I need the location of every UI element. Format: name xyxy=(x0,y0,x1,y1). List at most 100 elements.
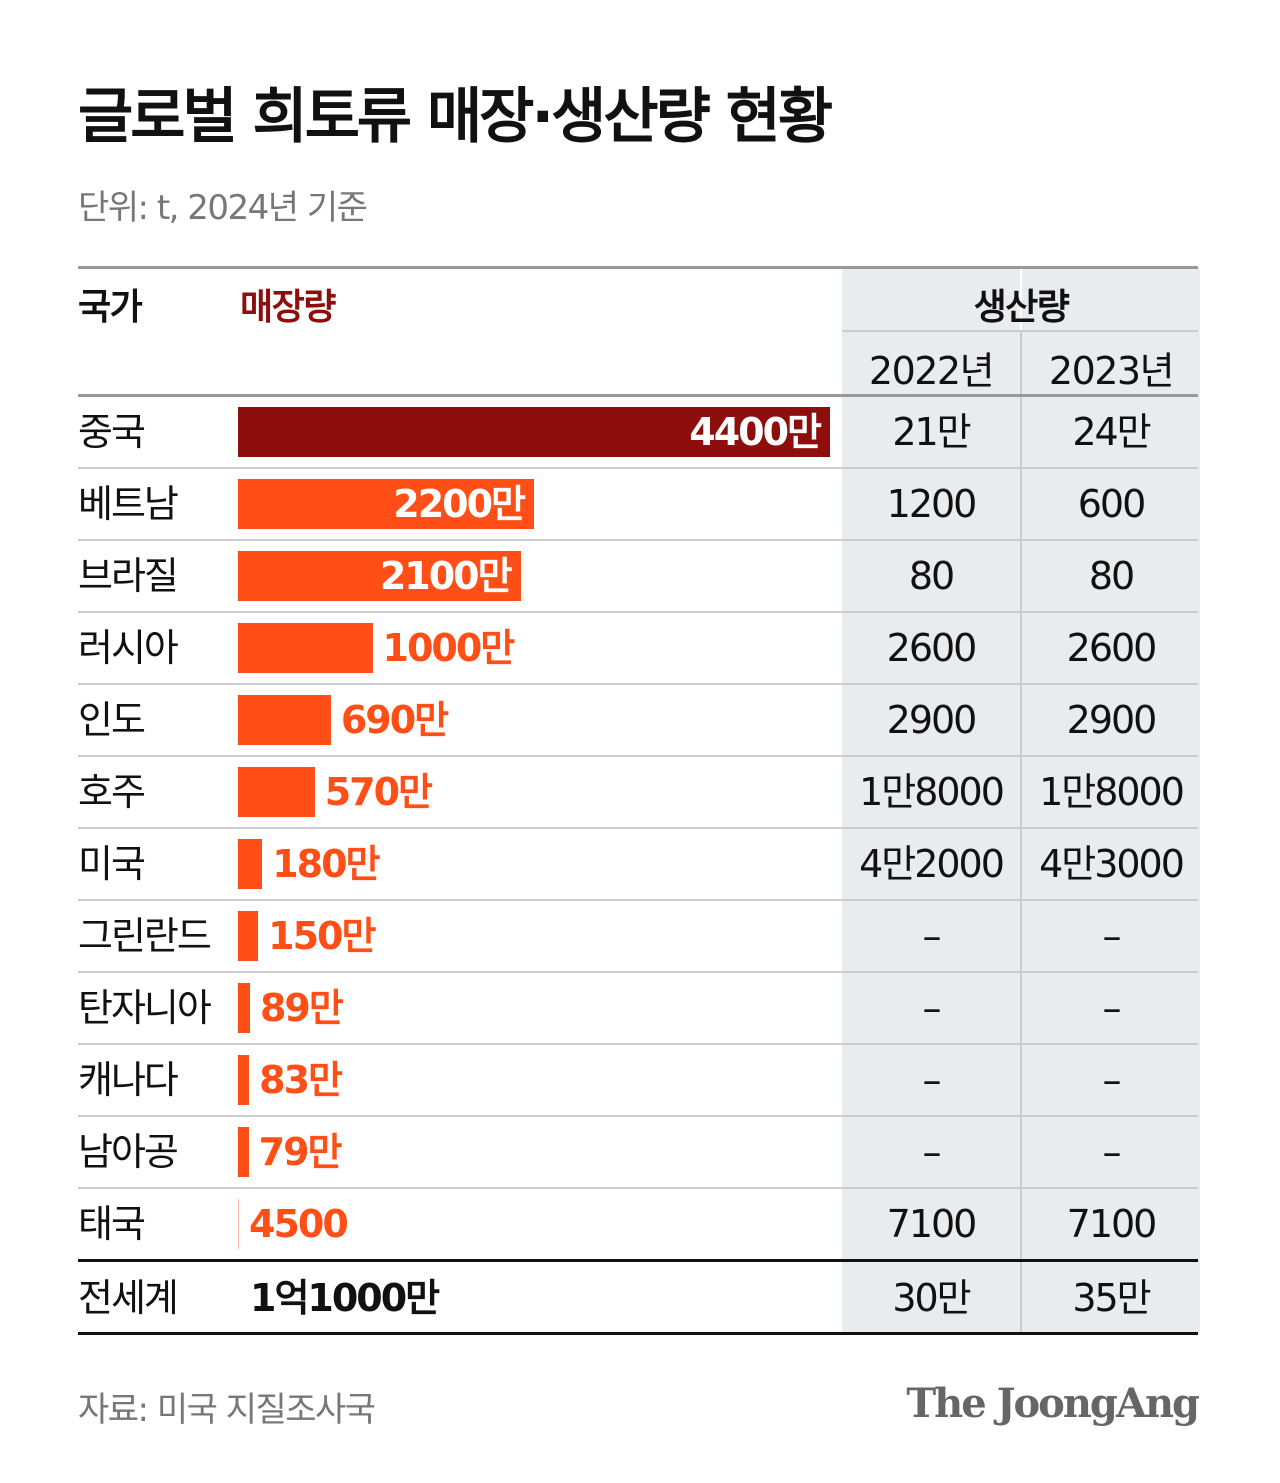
row-divider xyxy=(78,539,1198,541)
production-2023-value: – xyxy=(1102,986,1122,1030)
reserves-bar xyxy=(238,551,521,601)
production-2023-background xyxy=(1022,268,1200,1334)
country-label: 인도 xyxy=(78,698,146,742)
production-2023-value: 80 xyxy=(1088,554,1135,598)
row-divider xyxy=(78,1115,1198,1117)
reserves-bar xyxy=(238,767,315,817)
reserves-bar xyxy=(238,1055,250,1105)
total-top-rule xyxy=(78,1259,1198,1262)
reserves-bar xyxy=(238,479,534,529)
production-2023-value: 600 xyxy=(1077,482,1147,526)
production-2023-value: 1만8000 xyxy=(1039,770,1185,814)
row-divider xyxy=(78,1043,1198,1045)
production-2023-value: 4만3000 xyxy=(1039,842,1185,886)
row-divider xyxy=(78,1187,1198,1189)
production-2022-value: 2600 xyxy=(886,626,978,670)
production-2023-value: 24만 xyxy=(1072,410,1151,454)
reserves-value-label: 4400만 xyxy=(689,410,822,454)
production-2022-value: 4만2000 xyxy=(859,842,1005,886)
reserves-value-label: 79만 xyxy=(258,1130,343,1174)
reserves-bar xyxy=(238,1199,239,1249)
production-2022-value: 80 xyxy=(908,554,955,598)
reserves-bar xyxy=(238,623,373,673)
row-divider xyxy=(78,683,1198,685)
table-row: 베트남 2200만 1200 600 xyxy=(78,468,1198,540)
total-row: 전세계 1억1000만 30만 35만 xyxy=(78,1262,1198,1334)
production-2023-value: 2600 xyxy=(1066,626,1158,670)
total-production-2023: 35만 xyxy=(1072,1276,1151,1320)
reserves-value-label: 180만 xyxy=(272,842,380,886)
total-reserves-value: 1억1000만 xyxy=(250,1276,440,1320)
header-year-2022: 2022년 xyxy=(868,349,995,393)
row-divider xyxy=(78,827,1198,829)
reserves-value-label: 690만 xyxy=(340,698,449,742)
production-2022-value: – xyxy=(922,1058,942,1102)
country-label: 남아공 xyxy=(78,1130,179,1174)
row-divider xyxy=(78,971,1198,973)
reserves-value-label: 89만 xyxy=(259,986,344,1030)
header-year-2023: 2023년 xyxy=(1048,349,1175,393)
country-label: 호주 xyxy=(78,770,146,814)
source-note: 자료: 미국 지질조사국 xyxy=(78,1390,376,1430)
page-title: 글로벌 희토류 매장·생산량 현황 xyxy=(78,82,833,152)
table-row: 태국 4500 7100 7100 xyxy=(78,1188,1198,1260)
divider xyxy=(842,330,1198,332)
country-label: 미국 xyxy=(78,842,146,886)
reserves-value-label: 4500 xyxy=(249,1202,349,1246)
header-country: 국가 xyxy=(78,287,143,328)
column-divider xyxy=(1020,332,1022,1332)
production-2023-value: – xyxy=(1102,1058,1122,1102)
production-2022-value: – xyxy=(922,1130,942,1174)
reserves-bar xyxy=(238,695,331,745)
table-row: 탄자니아 89만 – – xyxy=(78,972,1198,1044)
total-label: 전세계 xyxy=(78,1276,179,1320)
reserves-value-label: 570만 xyxy=(324,770,433,814)
table-row: 인도 690만 2900 2900 xyxy=(78,684,1198,756)
reserves-bar xyxy=(238,839,263,889)
reserves-value-label: 2100만 xyxy=(379,554,513,598)
country-label: 태국 xyxy=(78,1202,146,1246)
reserves-value-label: 2200만 xyxy=(393,482,526,526)
country-label: 브라질 xyxy=(78,554,179,598)
production-2023-value: – xyxy=(1102,914,1122,958)
production-2022-value: 1200 xyxy=(886,482,978,526)
row-divider xyxy=(78,611,1198,613)
country-label: 러시아 xyxy=(78,626,179,670)
top-rule xyxy=(78,266,1198,269)
bottom-rule xyxy=(78,1332,1198,1335)
country-label: 캐나다 xyxy=(78,1058,179,1102)
country-label: 중국 xyxy=(78,410,146,454)
production-2022-value: 1만8000 xyxy=(859,770,1005,814)
row-divider xyxy=(78,899,1198,901)
production-2023-value: 2900 xyxy=(1066,698,1158,742)
production-2022-value: – xyxy=(922,914,942,958)
header-production: 생산량 xyxy=(973,287,1070,328)
production-2022-value: – xyxy=(922,986,942,1030)
country-label: 그린란드 xyxy=(78,914,212,958)
reserves-value-label: 83만 xyxy=(259,1058,343,1102)
table-row: 그린란드 150만 – – xyxy=(78,900,1198,972)
table-row: 캐나다 83만 – – xyxy=(78,1044,1198,1116)
production-2022-background xyxy=(842,268,1020,1334)
reserves-value-label: 150만 xyxy=(268,914,376,958)
production-2023-value: – xyxy=(1102,1130,1122,1174)
table-row: 중국 4400만 21만 24만 xyxy=(78,396,1198,468)
reserves-bar xyxy=(238,983,250,1033)
table-row: 남아공 79만 – – xyxy=(78,1116,1198,1188)
reserves-value-label: 1000만 xyxy=(382,626,516,670)
header-rule xyxy=(78,394,1198,397)
country-label: 탄자니아 xyxy=(78,986,212,1030)
table-row: 미국 180만 4만2000 4만3000 xyxy=(78,828,1198,900)
reserves-bar xyxy=(238,407,830,457)
publisher-logo: The JoongAng xyxy=(906,1380,1200,1427)
table-row: 브라질 2100만 80 80 xyxy=(78,540,1198,612)
header-reserves: 매장량 xyxy=(240,287,336,328)
country-label: 베트남 xyxy=(78,482,179,526)
table-row: 러시아 1000만 2600 2600 xyxy=(78,612,1198,684)
production-2022-value: 2900 xyxy=(886,698,978,742)
production-2022-value: 21만 xyxy=(892,410,971,454)
subtitle: 단위: t, 2024년 기준 xyxy=(78,188,368,228)
production-2023-value: 7100 xyxy=(1066,1202,1158,1246)
production-2022-value: 7100 xyxy=(886,1202,978,1246)
row-divider xyxy=(78,755,1198,757)
